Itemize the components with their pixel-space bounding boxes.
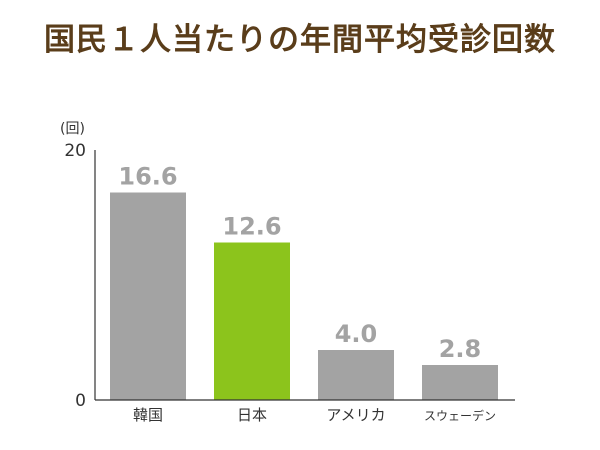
x-tick-label-1: 日本 <box>237 406 267 424</box>
bars-group <box>110 192 498 400</box>
value-label-1: 12.6 <box>222 213 281 241</box>
bar-0 <box>110 192 186 400</box>
x-tick-labels-group: 韓国 日本 アメリカ スウェーデン <box>133 406 496 424</box>
y-tick-label-0: 0 <box>75 391 86 411</box>
bar-3 <box>422 365 498 400</box>
y-tick-labels-group: 0 20 <box>64 141 86 411</box>
x-tick-label-0: 韓国 <box>133 406 163 424</box>
chart-title: 国民１人当たりの年間平均受診回数 <box>44 22 556 58</box>
bar-2 <box>318 350 394 400</box>
x-tick-label-2: アメリカ <box>326 406 385 424</box>
value-label-3: 2.8 <box>439 335 482 363</box>
bar-1 <box>214 242 290 400</box>
y-axis-unit-label: (回) <box>60 121 85 137</box>
value-labels-group: 16.6 12.6 4.0 2.8 <box>118 163 481 364</box>
y-tick-label-1: 20 <box>64 141 86 161</box>
value-label-2: 4.0 <box>335 320 378 348</box>
value-label-0: 16.6 <box>118 163 177 191</box>
x-tick-label-3: スウェーデン <box>424 408 496 423</box>
